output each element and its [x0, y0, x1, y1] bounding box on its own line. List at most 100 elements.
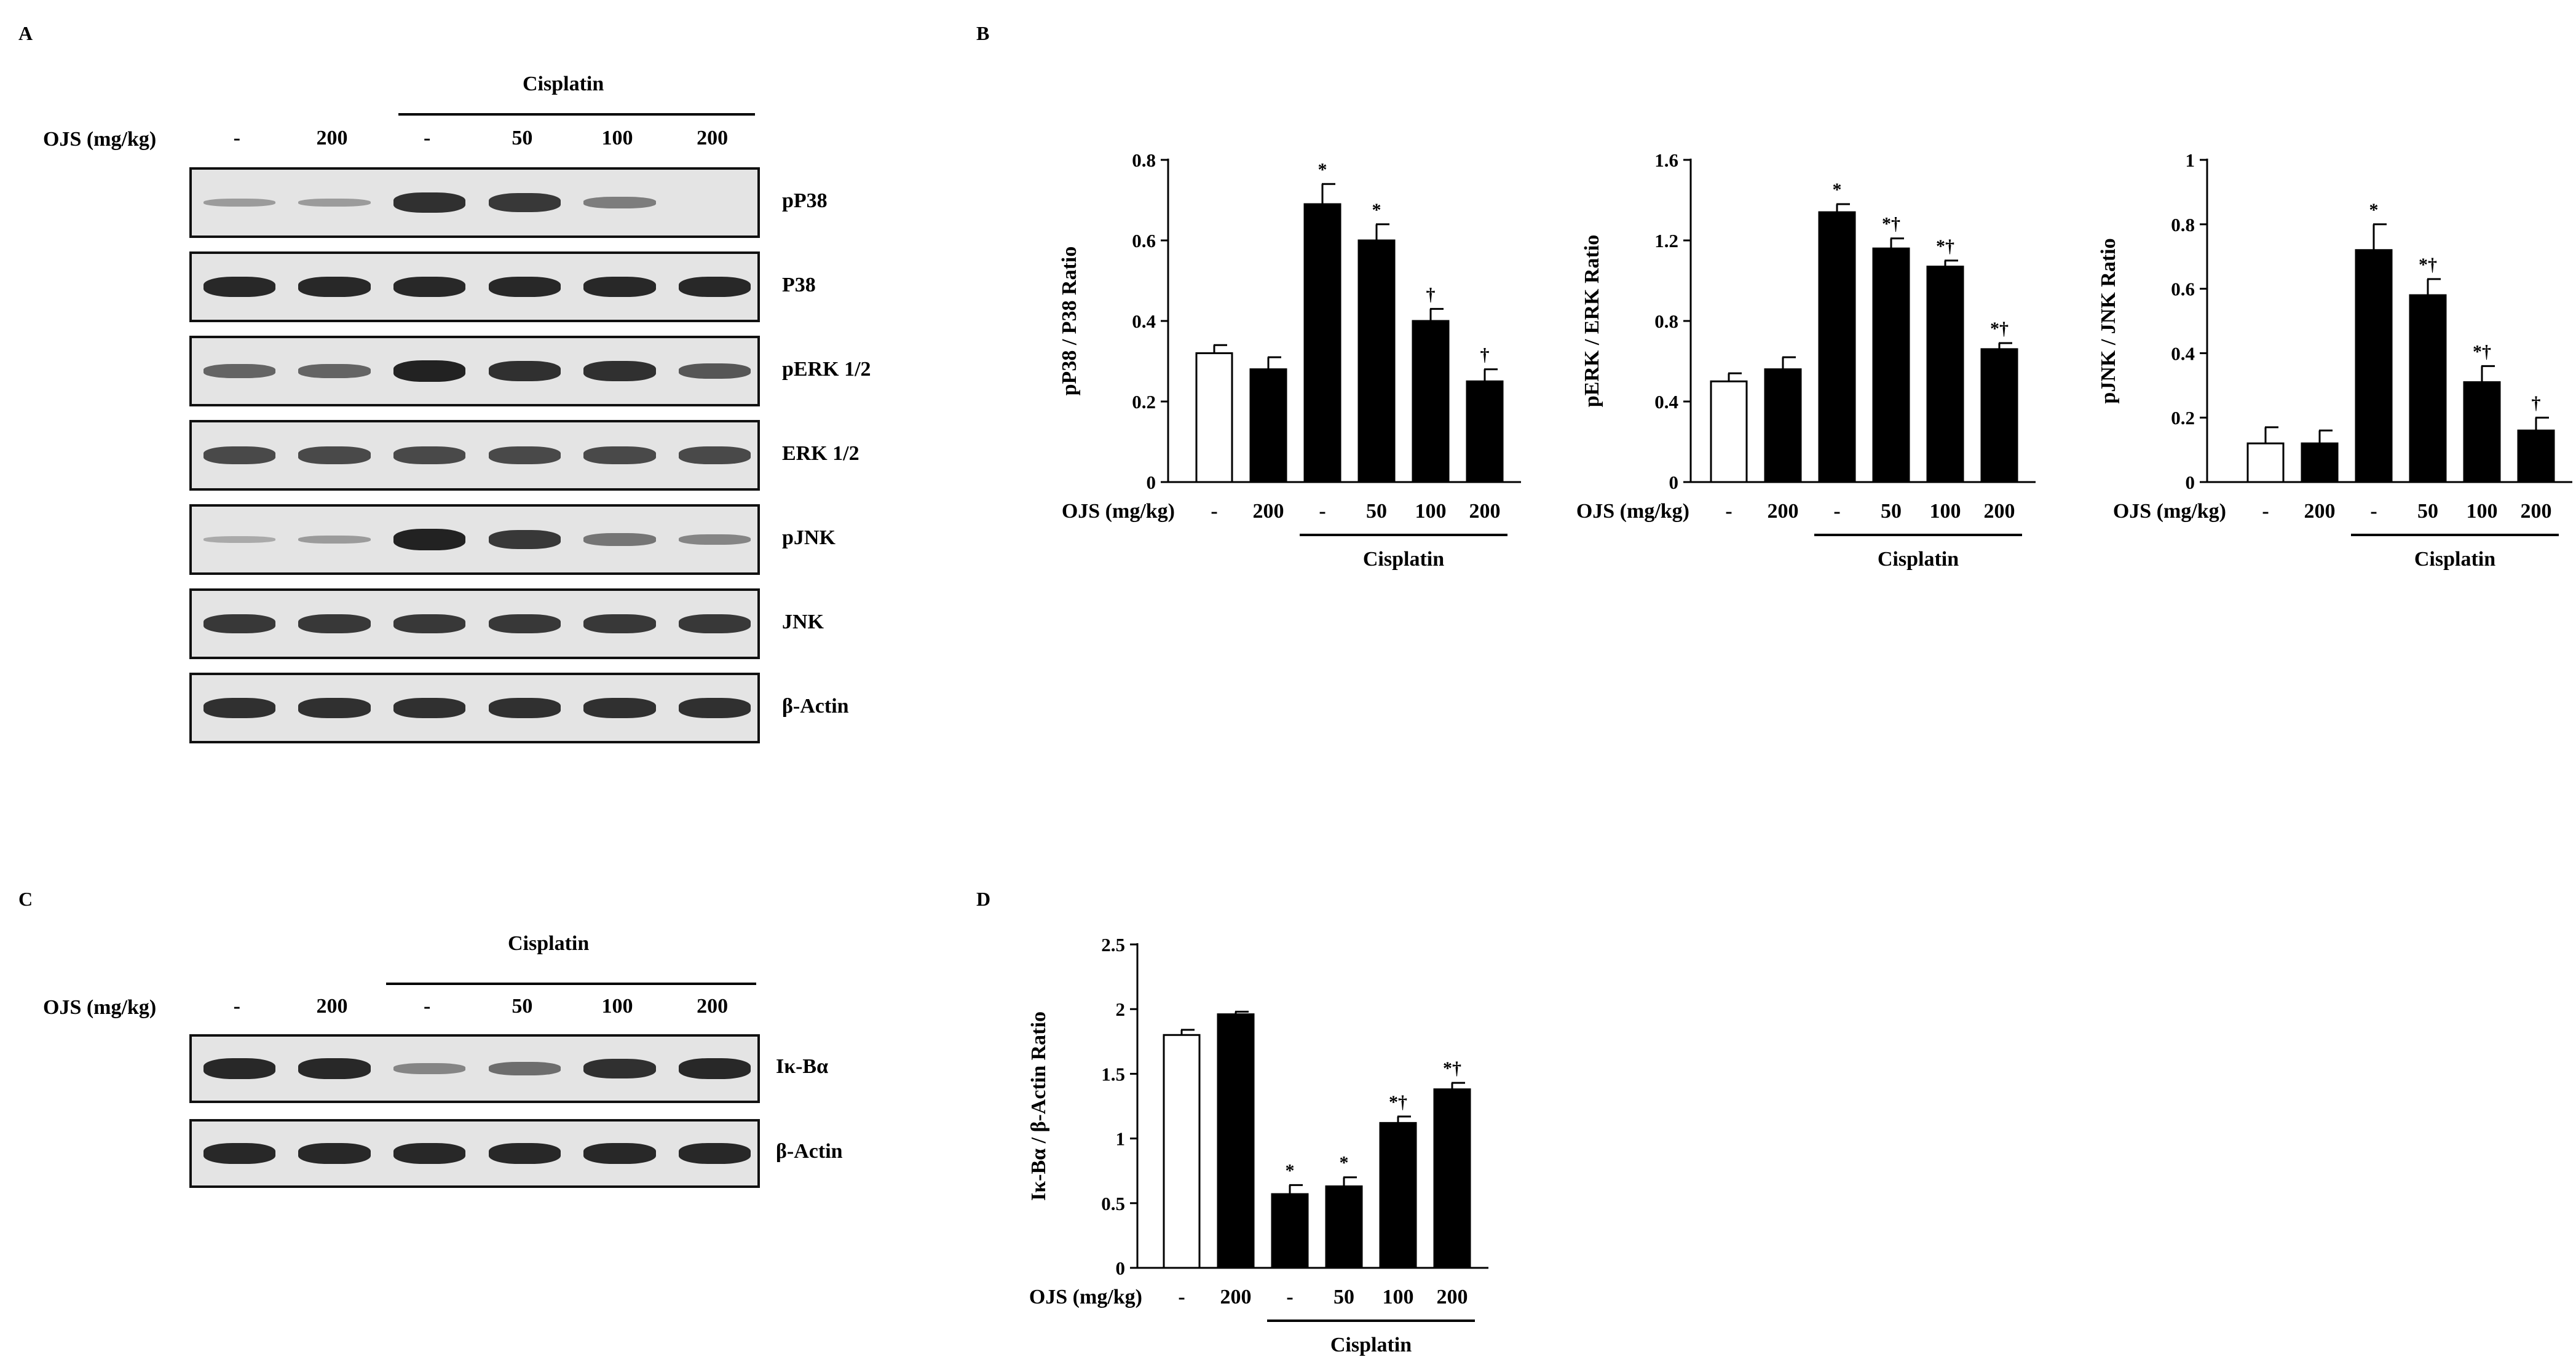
cisplatin-bracket: [398, 113, 755, 116]
blot-band: [678, 1058, 751, 1079]
blot-band: [298, 535, 371, 544]
significance-mark: *: [1318, 159, 1327, 180]
bar: [1303, 203, 1341, 483]
bar: [1163, 1034, 1201, 1269]
bar: [1357, 239, 1396, 483]
y-axis-title: pERK / ERK Ratio: [1581, 235, 1603, 408]
cisplatin-label: Cisplatin: [508, 932, 590, 955]
x-tick-label: 200: [2521, 500, 2552, 523]
blot-band: [678, 446, 751, 464]
chart-pp38-ratio: pP38 / P38 Ratio 0 0.2 0.4 0.6 0.8 - 200 * - * 50 † 1…: [1058, 149, 1521, 571]
x-tick-label: 200: [1220, 1286, 1252, 1308]
y-tick-label: 1.6: [1654, 149, 1678, 171]
blot-band: [678, 363, 751, 379]
significance-mark: †: [1426, 284, 1436, 304]
x-tick-label: 50: [1881, 500, 1902, 523]
significance-mark: *†: [2473, 341, 2491, 362]
lane-label: 200: [316, 995, 348, 1018]
blot-strip: [189, 504, 760, 575]
bar: [1980, 348, 2018, 483]
y-tick-label: 0: [1116, 1257, 1126, 1279]
blot-band: [298, 198, 371, 207]
significance-mark: *†: [1443, 1058, 1461, 1078]
bar: [1195, 352, 1233, 483]
blot-strip: [189, 251, 760, 322]
x-tick-label: 100: [1930, 500, 1961, 523]
protein-label: β-Actin: [776, 1140, 843, 1163]
blot-band: [298, 446, 371, 464]
y-tick-label: 0.2: [2171, 407, 2195, 429]
y-tick-label: 1: [1116, 1128, 1126, 1150]
bar: [1217, 1013, 1255, 1269]
significance-mark: *: [1340, 1153, 1349, 1173]
x-tick-label: -: [1211, 500, 1217, 523]
y-axis-title: Iκ-Bα / β-Actin Ratio: [1027, 1011, 1050, 1201]
blot-band: [583, 614, 656, 633]
lane-label: 200: [316, 127, 348, 149]
blot-band: [393, 1143, 466, 1164]
y-tick-label: 0.4: [1654, 391, 1678, 413]
panel-label-b: B: [976, 22, 990, 44]
lane-label: -: [423, 995, 431, 1018]
blot-band: [678, 698, 751, 718]
y-tick-label: 0.8: [2171, 214, 2195, 235]
x-axis-title: OJS (mg/kg): [2113, 500, 2226, 523]
significance-mark: †: [2532, 393, 2541, 413]
x-tick-label: 50: [2417, 500, 2438, 523]
y-tick-label: 0.6: [2171, 279, 2195, 300]
bar: [1818, 211, 1856, 483]
y-tick-label: 0: [2186, 472, 2195, 493]
protein-label: pERK 1/2: [782, 357, 871, 381]
blot-strip: [189, 673, 760, 743]
y-axis-title: pJNK / JNK Ratio: [2097, 238, 2120, 403]
blot-band: [298, 1058, 371, 1079]
bar: [1710, 380, 1748, 483]
bar: [1412, 320, 1450, 483]
protein-label: pP38: [782, 189, 828, 212]
cisplatin-label: Cisplatin: [523, 73, 604, 95]
blot-band: [488, 193, 561, 212]
panel-label-c: C: [18, 888, 33, 910]
protein-label: Iκ-Bα: [776, 1055, 829, 1078]
x-tick-label: 200: [2304, 500, 2336, 523]
blot-band: [393, 360, 466, 382]
bar: [1466, 380, 1504, 483]
blot-band: [298, 276, 371, 298]
bar: [2355, 249, 2393, 483]
bar: [1379, 1122, 1417, 1269]
bar: [2246, 442, 2285, 483]
significance-mark: †: [1480, 345, 1490, 365]
y-tick-label: 0.8: [1132, 149, 1156, 171]
x-tick-label: -: [1286, 1286, 1293, 1308]
significance-mark: *†: [2419, 255, 2437, 275]
protein-label: ERK 1/2: [782, 441, 859, 465]
bar: [1926, 266, 1964, 483]
x-tick-label: 200: [1437, 1286, 1468, 1308]
chart-perk-ratio: pERK / ERK Ratio 0 0.4 0.8 1.2 1.6 - 200 * - *† 50 *…: [1576, 149, 2036, 571]
protein-label: pJNK: [782, 526, 836, 549]
blot-strip: [189, 1119, 760, 1188]
blot-band: [678, 614, 751, 633]
bar: [1872, 247, 1910, 483]
blot-band: [393, 1063, 466, 1074]
blot-band: [488, 276, 561, 298]
blot-band: [203, 446, 276, 464]
blot-band: [203, 1058, 276, 1079]
significance-mark: *†: [1882, 214, 1900, 234]
blot-band: [203, 364, 276, 378]
blot-band: [488, 446, 561, 464]
x-tick-label: 200: [1768, 500, 1799, 523]
blot-band: [203, 1143, 276, 1164]
lane-label: -: [233, 995, 240, 1018]
significance-mark: *: [2369, 200, 2379, 220]
bar: [2409, 294, 2447, 483]
blot-band: [583, 698, 656, 718]
y-tick-label: 0.2: [1132, 391, 1156, 413]
x-tick-label: 100: [1383, 1286, 1414, 1308]
bar: [1325, 1185, 1363, 1269]
y-tick-label: 2: [1116, 999, 1126, 1020]
x-tick-label: 100: [1415, 500, 1447, 523]
blot-band: [583, 276, 656, 298]
blot-band: [298, 364, 371, 378]
y-tick-label: 0: [1669, 472, 1679, 493]
